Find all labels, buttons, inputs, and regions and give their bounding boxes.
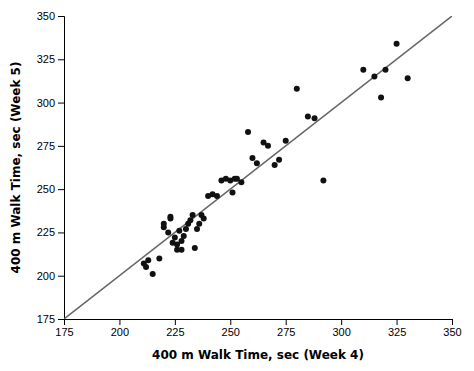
point <box>294 86 300 92</box>
point <box>156 255 162 261</box>
tick: 300 <box>37 97 64 109</box>
point <box>272 162 278 168</box>
point <box>378 94 384 100</box>
tick-label: 200 <box>37 270 55 282</box>
tick: 200 <box>111 319 129 338</box>
tick: 225 <box>37 226 64 238</box>
tick-mark <box>58 16 64 17</box>
line <box>64 16 452 319</box>
tick-label: 325 <box>37 53 55 65</box>
point <box>254 160 260 166</box>
tick-mark <box>58 103 64 104</box>
marks <box>64 16 452 319</box>
point <box>238 179 244 185</box>
point <box>276 157 282 163</box>
tick: 200 <box>37 270 64 282</box>
points <box>141 41 411 277</box>
point <box>371 74 377 80</box>
plot: 175 200 225 250 275 300 325 350 175 200 225 250 275 3… <box>37 10 462 338</box>
tick-label: 200 <box>111 326 129 338</box>
point <box>196 221 202 227</box>
x-axis-title: 400 m Walk Time, sec (Week 4) <box>152 348 364 362</box>
y-axis-title: 400 m Walk Time, sec (Week 5) <box>9 62 23 274</box>
point <box>165 229 171 235</box>
axis-line <box>65 320 453 326</box>
tick-label: 275 <box>277 326 295 338</box>
point <box>183 226 189 232</box>
tick-mark <box>58 59 64 60</box>
point <box>161 221 167 227</box>
x-axis: 175 200 225 250 275 300 325 350 <box>55 319 461 338</box>
tick-label: 275 <box>37 140 55 152</box>
tick-mark <box>58 146 64 147</box>
point <box>179 238 185 244</box>
tick-mark <box>175 319 176 325</box>
point <box>312 115 318 121</box>
tick-label: 350 <box>37 10 55 22</box>
point <box>405 75 411 81</box>
tick-label: 175 <box>55 326 73 338</box>
tick: 175 <box>37 313 64 325</box>
tick: 225 <box>166 319 184 338</box>
point <box>249 155 255 161</box>
point <box>172 235 178 241</box>
point <box>305 113 311 119</box>
tick-mark <box>397 319 398 325</box>
point <box>179 247 185 253</box>
tick-label: 300 <box>37 97 55 109</box>
tick: 325 <box>388 319 406 338</box>
point <box>382 67 388 73</box>
tick-label: 350 <box>443 326 461 338</box>
tick: 325 <box>37 53 64 65</box>
point <box>176 228 182 234</box>
tick: 250 <box>222 319 240 338</box>
point <box>187 217 193 223</box>
tick: 250 <box>37 183 64 195</box>
tick-label: 300 <box>332 326 350 338</box>
point <box>143 264 149 270</box>
tick-label: 325 <box>388 326 406 338</box>
point <box>190 212 196 218</box>
tick: 350 <box>37 10 64 22</box>
point <box>360 67 366 73</box>
tick-mark <box>119 319 120 325</box>
point <box>194 226 200 232</box>
tick-label: 175 <box>37 313 55 325</box>
point <box>214 193 220 199</box>
point <box>167 214 173 220</box>
tick-mark <box>452 319 453 325</box>
point <box>283 138 289 144</box>
tick-mark <box>58 276 64 277</box>
point <box>320 177 326 183</box>
point <box>150 271 156 277</box>
tick: 275 <box>37 140 64 152</box>
tick-label: 250 <box>37 183 55 195</box>
tick-mark <box>58 189 64 190</box>
tick-mark <box>58 319 64 320</box>
tick-mark <box>230 319 231 325</box>
tick: 350 <box>443 319 461 338</box>
tick-label: 225 <box>166 326 184 338</box>
point <box>181 233 187 239</box>
y-axis: 175 200 225 250 275 300 325 350 <box>37 10 65 325</box>
tick-label: 250 <box>222 326 240 338</box>
tick: 300 <box>332 319 350 338</box>
tick-mark <box>58 232 64 233</box>
point <box>201 216 207 222</box>
axis-line <box>58 17 65 320</box>
point <box>265 143 271 149</box>
tick-label: 225 <box>37 226 55 238</box>
tick-mark <box>286 319 287 325</box>
tick: 275 <box>277 319 295 338</box>
point <box>394 41 400 47</box>
tick-mark <box>341 319 342 325</box>
point <box>192 245 198 251</box>
tick: 175 <box>55 319 73 338</box>
point <box>230 190 236 196</box>
point <box>145 257 151 263</box>
point <box>245 129 251 135</box>
chart: 175 200 225 250 275 300 325 350 175 200 225 250 275 3… <box>0 0 474 371</box>
